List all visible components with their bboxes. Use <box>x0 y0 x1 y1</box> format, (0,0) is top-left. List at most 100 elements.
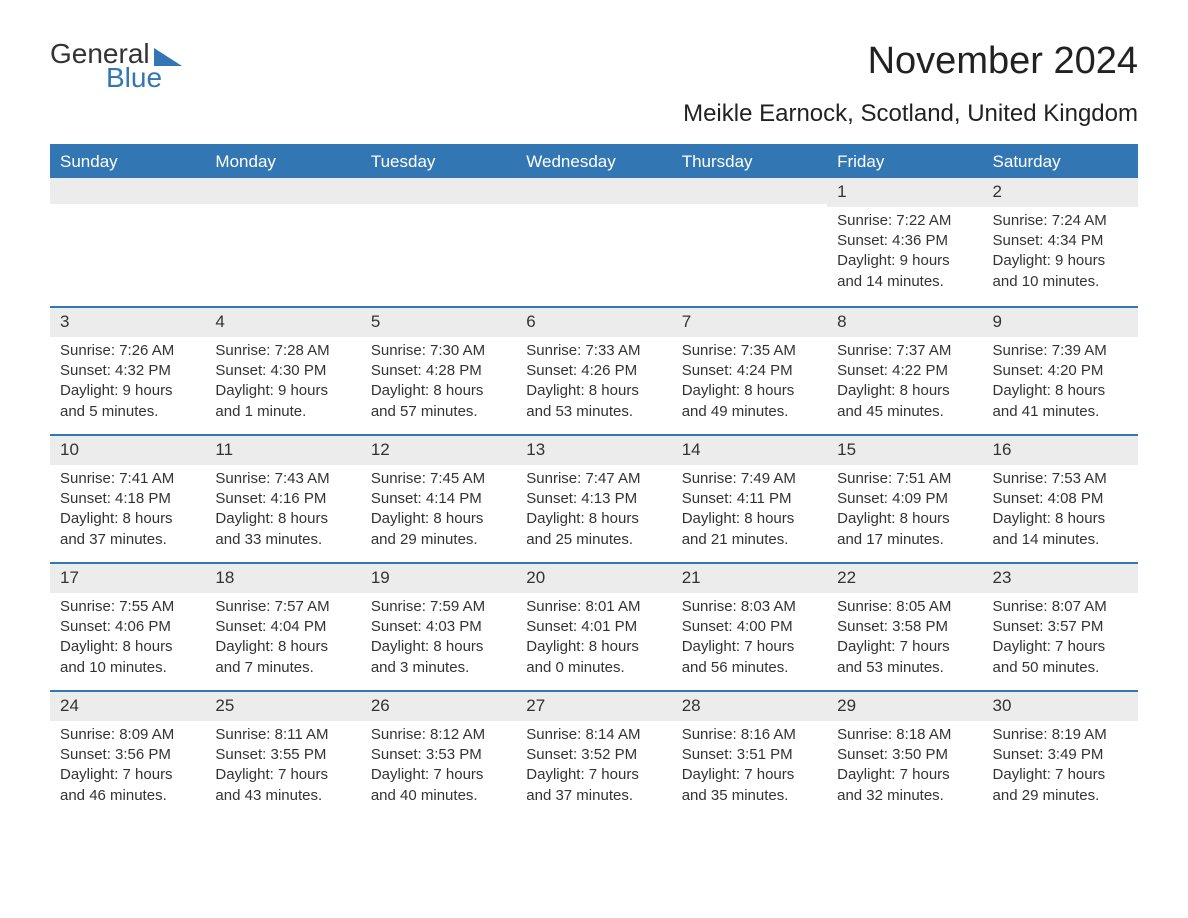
sunset-text: Sunset: 4:22 PM <box>837 361 972 381</box>
sunrise-text: Sunrise: 8:03 AM <box>682 597 817 617</box>
daylight-text: Daylight: 8 hours and 3 minutes. <box>371 637 506 678</box>
calendar-cell: 12Sunrise: 7:45 AMSunset: 4:14 PMDayligh… <box>361 436 516 562</box>
daylight-text: Daylight: 8 hours and 53 minutes. <box>526 381 661 422</box>
day-number: 14 <box>672 436 827 465</box>
sunset-text: Sunset: 3:49 PM <box>993 745 1128 765</box>
sunrise-text: Sunrise: 7:33 AM <box>526 341 661 361</box>
calendar-week: 24Sunrise: 8:09 AMSunset: 3:56 PMDayligh… <box>50 690 1138 818</box>
sunset-text: Sunset: 4:34 PM <box>993 231 1128 251</box>
calendar-cell: 14Sunrise: 7:49 AMSunset: 4:11 PMDayligh… <box>672 436 827 562</box>
sunset-text: Sunset: 4:13 PM <box>526 489 661 509</box>
logo-word2: Blue <box>106 64 182 92</box>
calendar-cell: 18Sunrise: 7:57 AMSunset: 4:04 PMDayligh… <box>205 564 360 690</box>
calendar-cell <box>50 178 205 306</box>
daylight-text: Daylight: 8 hours and 49 minutes. <box>682 381 817 422</box>
day-number: 17 <box>50 564 205 593</box>
calendar-cell <box>672 178 827 306</box>
day-number: 3 <box>50 308 205 337</box>
daylight-text: Daylight: 8 hours and 25 minutes. <box>526 509 661 550</box>
day-number: 20 <box>516 564 671 593</box>
daylight-text: Daylight: 8 hours and 45 minutes. <box>837 381 972 422</box>
calendar-cell: 2Sunrise: 7:24 AMSunset: 4:34 PMDaylight… <box>983 178 1138 306</box>
sunset-text: Sunset: 4:18 PM <box>60 489 195 509</box>
sunset-text: Sunset: 4:36 PM <box>837 231 972 251</box>
day-number: 26 <box>361 692 516 721</box>
daylight-text: Daylight: 9 hours and 5 minutes. <box>60 381 195 422</box>
daylight-text: Daylight: 8 hours and 14 minutes. <box>993 509 1128 550</box>
daylight-text: Daylight: 8 hours and 7 minutes. <box>215 637 350 678</box>
sunrise-text: Sunrise: 7:26 AM <box>60 341 195 361</box>
day-number: 7 <box>672 308 827 337</box>
empty-day-band <box>361 178 516 204</box>
sunrise-text: Sunrise: 8:11 AM <box>215 725 350 745</box>
day-number: 4 <box>205 308 360 337</box>
sunrise-text: Sunrise: 8:07 AM <box>993 597 1128 617</box>
sunset-text: Sunset: 4:04 PM <box>215 617 350 637</box>
calendar-cell <box>205 178 360 306</box>
sunrise-text: Sunrise: 7:28 AM <box>215 341 350 361</box>
empty-day-band <box>672 178 827 204</box>
calendar-cell: 6 Sunrise: 7:33 AMSunset: 4:26 PMDaylight… <box>516 308 671 434</box>
empty-day-band <box>205 178 360 204</box>
location-subtitle: Meikle Earnock, Scotland, United Kingdom <box>50 100 1138 128</box>
day-number: 5 <box>361 308 516 337</box>
day-number: 23 <box>983 564 1138 593</box>
sunrise-text: Sunrise: 7:55 AM <box>60 597 195 617</box>
sunset-text: Sunset: 3:57 PM <box>993 617 1128 637</box>
sunrise-text: Sunrise: 8:19 AM <box>993 725 1128 745</box>
day-number: 27 <box>516 692 671 721</box>
day-number: 18 <box>205 564 360 593</box>
sunset-text: Sunset: 4:32 PM <box>60 361 195 381</box>
day-number: 6 <box>516 308 671 337</box>
sunset-text: Sunset: 4:16 PM <box>215 489 350 509</box>
day-number: 28 <box>672 692 827 721</box>
daylight-text: Daylight: 8 hours and 33 minutes. <box>215 509 350 550</box>
daylight-text: Daylight: 9 hours and 14 minutes. <box>837 251 972 292</box>
day-number: 8 <box>827 308 982 337</box>
sunset-text: Sunset: 3:50 PM <box>837 745 972 765</box>
day-number: 25 <box>205 692 360 721</box>
day-number: 24 <box>50 692 205 721</box>
calendar-cell: 30Sunrise: 8:19 AMSunset: 3:49 PMDayligh… <box>983 692 1138 818</box>
sunrise-text: Sunrise: 8:14 AM <box>526 725 661 745</box>
daylight-text: Daylight: 8 hours and 41 minutes. <box>993 381 1128 422</box>
calendar-week: 17Sunrise: 7:55 AMSunset: 4:06 PMDayligh… <box>50 562 1138 690</box>
day-number: 30 <box>983 692 1138 721</box>
sunrise-text: Sunrise: 7:22 AM <box>837 211 972 231</box>
sunset-text: Sunset: 3:53 PM <box>371 745 506 765</box>
sunset-text: Sunset: 3:58 PM <box>837 617 972 637</box>
sunrise-text: Sunrise: 7:30 AM <box>371 341 506 361</box>
day-number: 15 <box>827 436 982 465</box>
sunrise-text: Sunrise: 7:39 AM <box>993 341 1128 361</box>
empty-day-band <box>516 178 671 204</box>
daylight-text: Daylight: 8 hours and 37 minutes. <box>60 509 195 550</box>
sunset-text: Sunset: 4:11 PM <box>682 489 817 509</box>
day-number: 11 <box>205 436 360 465</box>
header: General Blue November 2024 <box>50 40 1138 92</box>
sunset-text: Sunset: 4:20 PM <box>993 361 1128 381</box>
sunrise-text: Sunrise: 7:35 AM <box>682 341 817 361</box>
sunrise-text: Sunrise: 8:05 AM <box>837 597 972 617</box>
daylight-text: Daylight: 7 hours and 46 minutes. <box>60 765 195 806</box>
calendar-cell: 17Sunrise: 7:55 AMSunset: 4:06 PMDayligh… <box>50 564 205 690</box>
calendar-cell: 1Sunrise: 7:22 AMSunset: 4:36 PMDaylight… <box>827 178 982 306</box>
sunrise-text: Sunrise: 7:49 AM <box>682 469 817 489</box>
sunset-text: Sunset: 3:52 PM <box>526 745 661 765</box>
sunset-text: Sunset: 4:03 PM <box>371 617 506 637</box>
calendar-cell: 8Sunrise: 7:37 AMSunset: 4:22 PMDaylight… <box>827 308 982 434</box>
calendar-cell: 16Sunrise: 7:53 AMSunset: 4:08 PMDayligh… <box>983 436 1138 562</box>
day-number: 2 <box>983 178 1138 207</box>
day-header: Thursday <box>672 146 827 178</box>
sunset-text: Sunset: 4:30 PM <box>215 361 350 381</box>
sunset-text: Sunset: 4:09 PM <box>837 489 972 509</box>
logo: General Blue <box>50 40 182 92</box>
sunset-text: Sunset: 4:26 PM <box>526 361 661 381</box>
calendar-week: 1Sunrise: 7:22 AMSunset: 4:36 PMDaylight… <box>50 178 1138 306</box>
sunset-text: Sunset: 3:51 PM <box>682 745 817 765</box>
day-number: 22 <box>827 564 982 593</box>
day-header: Wednesday <box>516 146 671 178</box>
day-header: Friday <box>827 146 982 178</box>
day-header: Tuesday <box>361 146 516 178</box>
calendar-cell: 26Sunrise: 8:12 AMSunset: 3:53 PMDayligh… <box>361 692 516 818</box>
daylight-text: Daylight: 8 hours and 0 minutes. <box>526 637 661 678</box>
